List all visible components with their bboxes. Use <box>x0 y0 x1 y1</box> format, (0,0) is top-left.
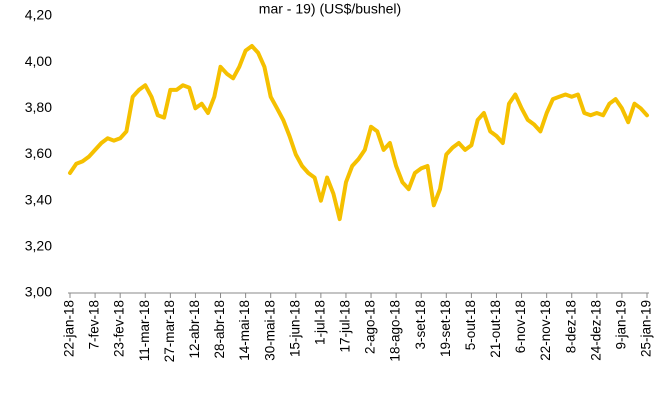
x-tick-label: 28-abr-18 <box>212 300 227 359</box>
x-tick-label: 11-mar-18 <box>137 300 152 361</box>
y-tick-label: 4,20 <box>25 7 52 23</box>
x-tick-label: 5-out-18 <box>463 300 478 350</box>
chart-title: mar - 19) (US$/bushel) <box>259 1 401 17</box>
x-tick-label: 15-jun-18 <box>287 300 302 357</box>
y-tick-label: 3,40 <box>25 191 52 207</box>
price-line <box>68 44 649 222</box>
x-tick-label: 9-jan-19 <box>613 300 628 350</box>
y-tick-label: 4,00 <box>25 53 52 69</box>
x-tick-label: 17-jul-18 <box>338 300 353 353</box>
x-tick-label: 1-jul-18 <box>312 300 327 345</box>
x-tick-label: 8-dez-18 <box>563 300 578 353</box>
y-tick-label: 3,20 <box>25 238 52 254</box>
x-tick-label: 19-set-18 <box>438 300 453 357</box>
x-tick-label: 7-fev-18 <box>87 300 102 350</box>
x-tick-label: 3-set-18 <box>413 300 428 350</box>
x-tick-label: 2-ago-18 <box>363 300 378 354</box>
y-tick-label: 3,60 <box>25 145 52 161</box>
x-tick-label: 25-jan-19 <box>639 300 654 357</box>
x-tick-label: 21-out-18 <box>488 300 503 358</box>
x-tick-label: 27-mar-18 <box>162 300 177 362</box>
x-tick-label: 12-abr-18 <box>187 300 202 359</box>
y-tick-label: 3,00 <box>25 284 52 300</box>
x-tick-label: 23-fev-18 <box>112 300 127 357</box>
x-tick-label: 22-jan-18 <box>62 300 77 357</box>
x-tick-label: 18-ago-18 <box>388 300 403 362</box>
x-tick-label: 22-nov-18 <box>538 300 553 361</box>
y-tick-label: 3,80 <box>25 99 52 115</box>
x-tick-label: 24-dez-18 <box>588 300 603 361</box>
x-tick-label: 30-mai-18 <box>262 300 277 361</box>
x-tick-label: 6-nov-18 <box>513 300 528 353</box>
x-tick-label: 14-mai-18 <box>237 300 252 361</box>
